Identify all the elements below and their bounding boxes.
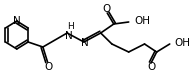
Text: N: N — [65, 31, 73, 41]
Text: OH: OH — [134, 16, 150, 26]
Text: H: H — [67, 22, 74, 30]
Text: O: O — [148, 63, 156, 73]
Text: OH: OH — [174, 38, 190, 48]
Text: O: O — [102, 3, 110, 13]
Text: O: O — [44, 61, 53, 71]
Text: N: N — [13, 16, 21, 26]
Text: N: N — [81, 38, 89, 48]
